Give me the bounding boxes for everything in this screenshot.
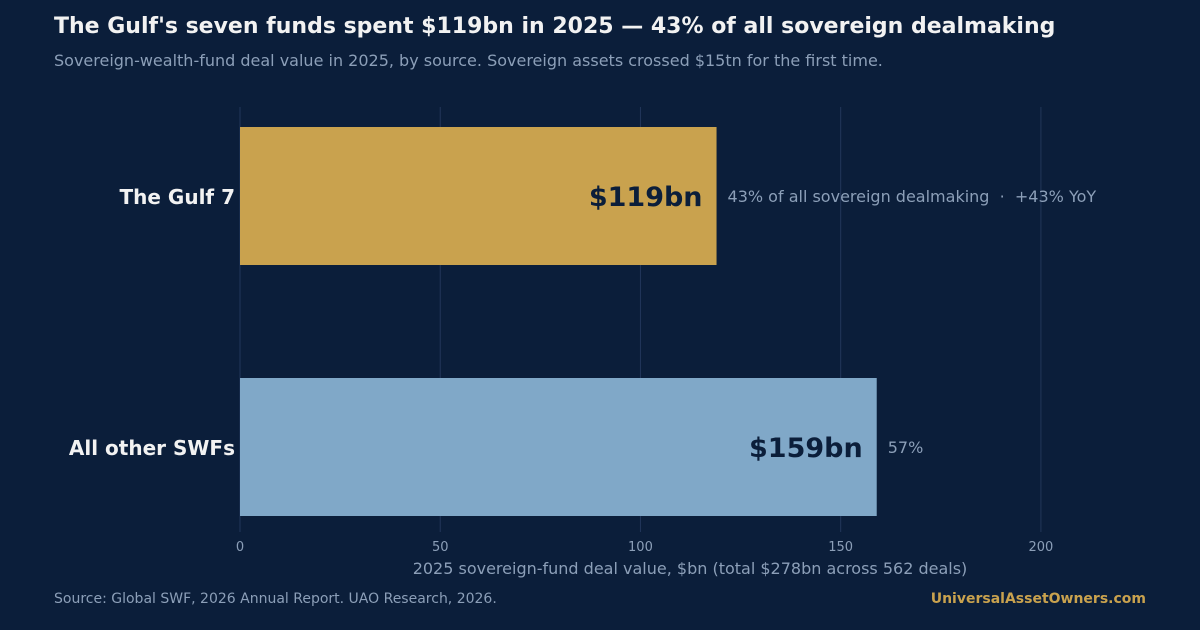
source-note: Source: Global SWF, 2026 Annual Report. … — [54, 591, 497, 607]
x-tick-label: 0 — [236, 540, 244, 555]
chart-subtitle: Sovereign-wealth-fund deal value in 2025… — [54, 51, 883, 70]
value-label: $119bn — [589, 182, 703, 213]
value-label: $159bn — [749, 433, 863, 464]
x-tick-label: 50 — [432, 540, 449, 555]
category-label: All other SWFs — [69, 436, 235, 460]
x-tick-label: 100 — [628, 540, 653, 555]
category-label: The Gulf 7 — [120, 185, 236, 209]
x-axis-label: 2025 sovereign-fund deal value, $bn (tot… — [413, 559, 968, 578]
bar — [240, 127, 717, 265]
brand-link[interactable]: UniversalAssetOwners.com — [930, 591, 1146, 607]
bar-labels: The Gulf 7 $119bn 43% of all sovereign dea… — [69, 182, 1097, 464]
x-tick-label: 200 — [1028, 540, 1053, 555]
bar — [240, 378, 877, 516]
bar-annotation: 43% of all sovereign dealmaking · +43% Y… — [728, 187, 1097, 206]
x-axis-ticks: 0 50 100 150 200 — [236, 540, 1053, 555]
chart-title: The Gulf's seven funds spent $119bn in 2… — [54, 14, 1056, 39]
bars — [240, 127, 877, 516]
x-tick-label: 150 — [828, 540, 853, 555]
bar-annotation: 57% — [888, 438, 924, 457]
